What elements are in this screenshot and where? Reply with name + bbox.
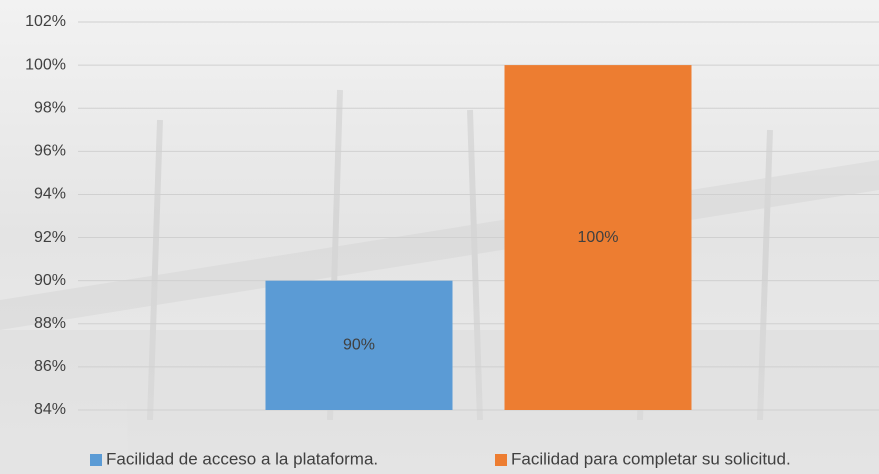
y-tick-label: 86% bbox=[34, 358, 66, 375]
y-tick-label: 96% bbox=[34, 143, 66, 160]
legend-label: Facilidad para completar su solicitud. bbox=[511, 449, 791, 468]
legend-swatch bbox=[90, 454, 102, 466]
legend-swatch bbox=[495, 454, 507, 466]
y-tick-label: 84% bbox=[34, 401, 66, 418]
data-label: 90% bbox=[343, 337, 375, 354]
page: 84% 86% 88% 90% 92% 94% 96% 98% 100% 102% 90% 100% F… bbox=[0, 0, 879, 474]
y-tick-label: 102% bbox=[25, 13, 66, 30]
legend-label: Facilidad de acceso a la plataforma. bbox=[106, 449, 378, 468]
y-tick-label: 92% bbox=[34, 229, 66, 246]
y-tick-label: 94% bbox=[34, 186, 66, 203]
y-tick-label: 98% bbox=[34, 99, 66, 116]
y-tick-label: 88% bbox=[34, 315, 66, 332]
y-tick-label: 90% bbox=[34, 272, 66, 289]
chart: 84% 86% 88% 90% 92% 94% 96% 98% 100% 102% 90% 100% F… bbox=[0, 0, 879, 474]
data-label: 100% bbox=[578, 229, 619, 246]
y-tick-label: 100% bbox=[25, 56, 66, 73]
